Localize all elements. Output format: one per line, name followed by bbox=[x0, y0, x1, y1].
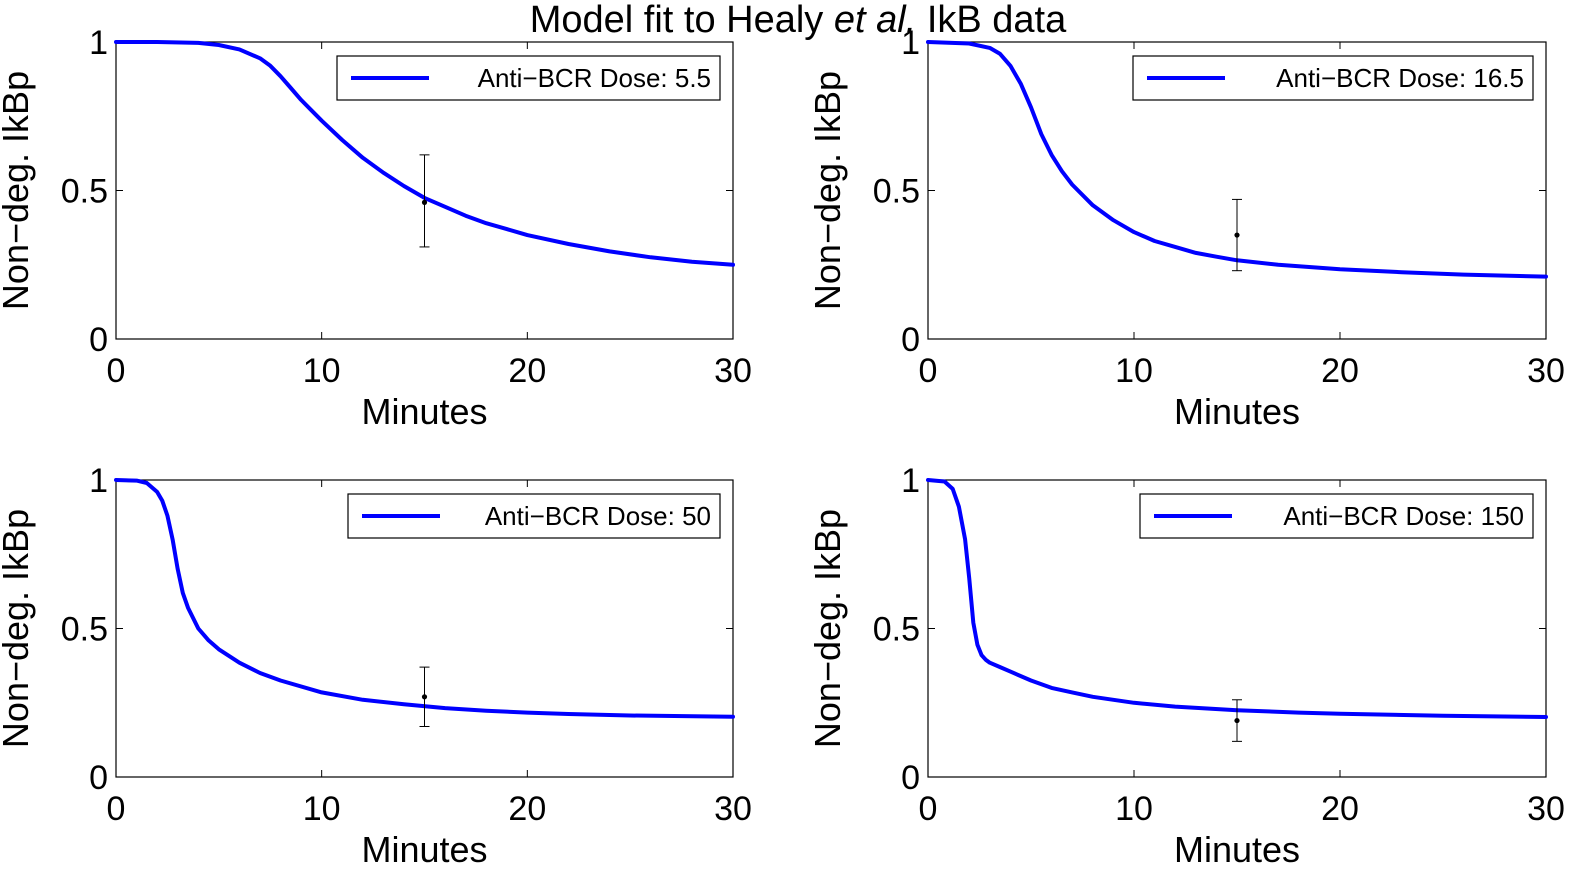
data-point bbox=[421, 694, 428, 700]
y-tick-label: 1 bbox=[89, 24, 108, 62]
series-line-1 bbox=[926, 40, 1548, 279]
data-point bbox=[421, 199, 428, 205]
x-tick-label: 30 bbox=[714, 352, 752, 390]
y-axis-label: Non−deg. IkBp bbox=[0, 509, 36, 748]
y-axis-label: Non−deg. IkBp bbox=[807, 509, 848, 748]
y-tick-label: 1 bbox=[89, 462, 108, 500]
x-tick-label: 20 bbox=[508, 352, 546, 390]
x-axis-label: Minutes bbox=[361, 391, 487, 432]
x-tick-label: 20 bbox=[1321, 352, 1359, 390]
x-tick-label: 0 bbox=[919, 790, 938, 828]
x-tick-label: 30 bbox=[714, 790, 752, 828]
x-tick-label: 10 bbox=[1115, 790, 1153, 828]
data-point bbox=[1234, 717, 1240, 724]
x-tick-label: 10 bbox=[1115, 352, 1153, 390]
x-tick-label: 0 bbox=[107, 352, 126, 390]
y-axis-label: Non−deg. IkBp bbox=[0, 71, 36, 310]
legend-entry-label: Anti−BCR Dose: 50 bbox=[485, 501, 711, 531]
y-tick-label: 0.5 bbox=[61, 173, 108, 211]
subplot-4: 0 10 20 30 0 0.5 1 Minutes Non−deg. IkBp Anti−BCR… bbox=[807, 462, 1565, 870]
subplot-3: 0 10 20 30 0 0.5 1 Minutes Non−deg. IkBp Anti−BCR… bbox=[0, 462, 752, 870]
x-tick-label: 20 bbox=[1321, 790, 1359, 828]
subplot-2: 0 10 20 30 0 0.5 1 Minutes Non−deg. IkBp Anti−BCR… bbox=[807, 24, 1565, 432]
x-tick-label: 30 bbox=[1527, 352, 1565, 390]
legend-entry-label: Anti−BCR Dose: 5.5 bbox=[478, 63, 711, 93]
series-line-1 bbox=[926, 478, 1548, 719]
figure-title-italic: et al. bbox=[834, 0, 916, 41]
y-tick-label: 0.5 bbox=[873, 611, 920, 649]
x-axis-label: Minutes bbox=[1174, 829, 1300, 870]
y-tick-label: 0 bbox=[89, 321, 108, 359]
legend-entry-label: Anti−BCR Dose: 16.5 bbox=[1276, 63, 1524, 93]
x-tick-label: 0 bbox=[919, 352, 938, 390]
series-line-1 bbox=[114, 478, 735, 719]
figure-title: Model fit to Healy et al. IkB data bbox=[530, 0, 1067, 41]
series-line-1 bbox=[114, 40, 735, 267]
y-axis-label: Non−deg. IkBp bbox=[807, 71, 848, 310]
figure-title-prefix: Model fit to Healy bbox=[530, 0, 834, 41]
data-point bbox=[1234, 232, 1240, 238]
x-tick-label: 10 bbox=[303, 352, 341, 390]
x-axis-label: Minutes bbox=[361, 829, 487, 870]
figure-title-suffix: IkB data bbox=[916, 0, 1067, 41]
x-tick-label: 20 bbox=[508, 790, 546, 828]
x-tick-label: 0 bbox=[107, 790, 126, 828]
subplot-1: 0 10 20 30 0 0.5 1 Minutes Non−deg. IkBp Anti−BCR… bbox=[0, 24, 752, 432]
x-axis-label: Minutes bbox=[1174, 391, 1300, 432]
y-tick-label: 1 bbox=[901, 24, 920, 62]
y-tick-label: 1 bbox=[901, 462, 920, 500]
x-tick-label: 10 bbox=[303, 790, 341, 828]
y-tick-label: 0.5 bbox=[873, 173, 920, 211]
x-tick-label: 30 bbox=[1527, 790, 1565, 828]
legend-entry-label: Anti−BCR Dose: 150 bbox=[1283, 501, 1524, 531]
y-tick-label: 0.5 bbox=[61, 611, 108, 649]
y-tick-label: 0 bbox=[901, 759, 920, 797]
y-tick-label: 0 bbox=[901, 321, 920, 359]
y-tick-label: 0 bbox=[89, 759, 108, 797]
